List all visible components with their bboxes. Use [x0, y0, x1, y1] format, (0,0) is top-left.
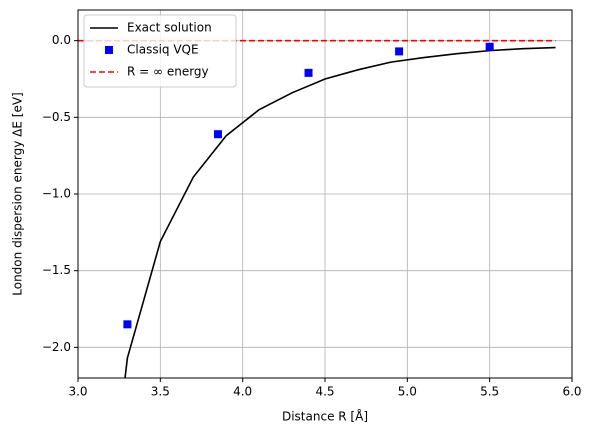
x-tick-label: 5.0 — [398, 385, 417, 399]
data-point — [395, 47, 404, 56]
x-tick-label: 5.5 — [480, 385, 499, 399]
y-tick-label: −2.0 — [42, 340, 71, 354]
legend-label: R = ∞ energy — [127, 65, 209, 79]
legend-marker — [105, 46, 113, 54]
y-tick-label: −1.0 — [42, 187, 71, 201]
legend-label: Classiq VQE — [127, 43, 199, 57]
data-point — [485, 42, 494, 51]
x-tick-label: 6.0 — [562, 385, 581, 399]
y-tick-label: 0.0 — [52, 33, 71, 47]
data-point — [213, 130, 222, 139]
x-tick-label: 4.5 — [315, 385, 334, 399]
legend-box — [83, 14, 237, 88]
x-axis-label: Distance R [Å] — [282, 409, 368, 424]
x-tick-label: 4.0 — [233, 385, 252, 399]
y-tick-label: −0.5 — [42, 110, 71, 124]
data-point — [123, 320, 132, 329]
x-tick-label: 3.5 — [151, 385, 170, 399]
legend-label: Exact solution — [127, 21, 212, 35]
y-tick-label: −1.5 — [42, 263, 71, 277]
x-tick-label: 3.0 — [68, 385, 87, 399]
y-axis-label: London dispersion energy ΔE [eV] — [11, 92, 25, 295]
data-point — [304, 68, 313, 77]
data-line — [124, 46, 556, 378]
